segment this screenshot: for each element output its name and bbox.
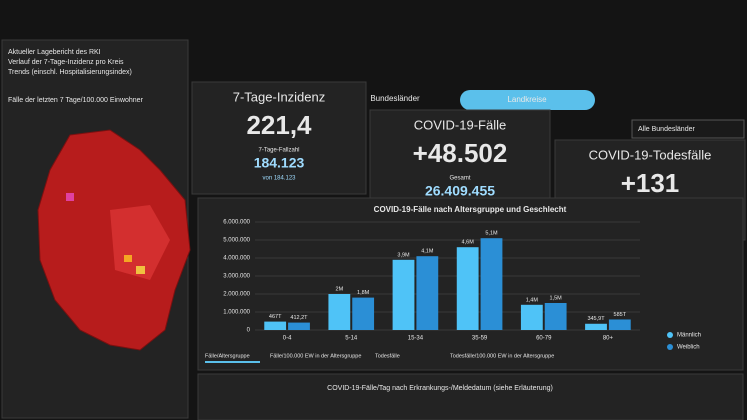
second-chart-title: COVID-19-Fälle/Tag nach Erkrankungs-/Mel… — [327, 385, 553, 392]
x-tick-label: 60-79 — [536, 336, 552, 342]
kpi-sub-of: von 184.123 — [262, 176, 296, 182]
legend-swatch — [667, 344, 673, 350]
bar — [585, 323, 607, 330]
kpi-value: +48.502 — [413, 138, 508, 168]
data-label: 1,4M — [526, 297, 539, 303]
data-label: 467T — [269, 314, 282, 320]
header-line: Verlauf der 7-Tage-Inzidenz pro Kreis — [8, 59, 124, 66]
bar — [264, 321, 287, 330]
y-tick-label: 4.000.000 — [223, 256, 250, 262]
kpi-value: +131 — [621, 168, 680, 198]
kpi-card — [191, 81, 367, 195]
kpi-title: 7-Tage-Inzidenz — [233, 89, 326, 104]
data-label: 412,2T — [290, 315, 308, 321]
legend-label: Weiblich — [677, 345, 700, 351]
map-title: Fälle der letzten 7 Tage/100.000 Einwohn… — [8, 97, 144, 104]
map — [37, 129, 191, 351]
kpi-sub-value: 184.123 — [254, 155, 305, 171]
map-hotspot — [66, 193, 74, 201]
dropdown[interactable] — [631, 119, 745, 139]
data-label: 1,5M — [550, 295, 563, 301]
kpi-value: 221,4 — [246, 110, 312, 140]
bar — [352, 297, 375, 330]
y-tick-label: 0 — [247, 328, 251, 334]
bar — [288, 322, 310, 330]
legend-swatch — [667, 332, 673, 338]
chart-title: COVID-19-Fälle nach Altersgruppe und Ges… — [374, 205, 567, 214]
data-label: 585T — [614, 312, 627, 318]
data-label: 4,6M — [462, 240, 475, 246]
header-line: Trends (einschl. Hospitalisierungsindex) — [8, 69, 132, 76]
x-tick-label: 0-4 — [283, 336, 292, 342]
header-line: Aktueller Lagebericht des RKI — [8, 49, 101, 56]
map-hotspot — [136, 266, 145, 274]
data-label: 1,8M — [357, 290, 370, 296]
x-tick-label: 35-59 — [472, 336, 488, 342]
x-tick-label: 15-34 — [408, 336, 424, 342]
x-tick-label: 5-14 — [345, 336, 358, 342]
y-tick-label: 5.000.000 — [223, 238, 250, 244]
kpi-sub-value: 26.409.455 — [425, 183, 495, 199]
chart-tab[interactable]: Todesfälle/100.000 EW in der Altersgrupp… — [450, 353, 554, 359]
data-label: 2M — [336, 286, 344, 292]
kpi-sub-label: Gesamt — [449, 176, 470, 182]
data-label: 4,1M — [421, 249, 434, 255]
chart-tab[interactable]: Fälle/Altersgruppe — [205, 353, 250, 359]
bar — [480, 238, 503, 330]
data-label: 5,1M — [485, 231, 498, 237]
dropdown-label[interactable]: Alle Bundesländer — [638, 126, 695, 133]
map-hotspot — [124, 255, 132, 262]
y-tick-label: 2.000.000 — [223, 292, 250, 298]
y-tick-label: 3.000.000 — [223, 274, 250, 280]
data-label: 345,9T — [587, 316, 605, 322]
tab-active[interactable] — [460, 90, 595, 110]
bar — [608, 319, 631, 330]
bar — [456, 247, 479, 330]
bar — [392, 259, 415, 330]
bar — [520, 304, 543, 330]
chart-tab[interactable]: Todesfälle — [375, 353, 400, 359]
y-tick-label: 6.000.000 — [223, 220, 250, 226]
y-tick-label: 1.000.000 — [223, 310, 250, 316]
data-label: 3,9M — [397, 252, 410, 258]
bar — [544, 303, 567, 330]
second-chart-panel — [197, 373, 744, 420]
bar — [328, 294, 351, 330]
legend-label: Männlich — [677, 333, 701, 339]
tab[interactable]: Landkreise — [507, 95, 547, 104]
kpi-sub-label: 7-Tage-Fallzahl — [258, 148, 299, 154]
chart-tab[interactable]: Fälle/100.000 EW in der Altersgruppe — [270, 353, 361, 359]
bar — [416, 256, 439, 330]
kpi-title: COVID-19-Fälle — [414, 117, 506, 132]
tab[interactable]: Bundesländer — [370, 94, 420, 103]
kpi-title: COVID-19-Todesfälle — [589, 147, 712, 162]
x-tick-label: 80+ — [603, 336, 614, 342]
